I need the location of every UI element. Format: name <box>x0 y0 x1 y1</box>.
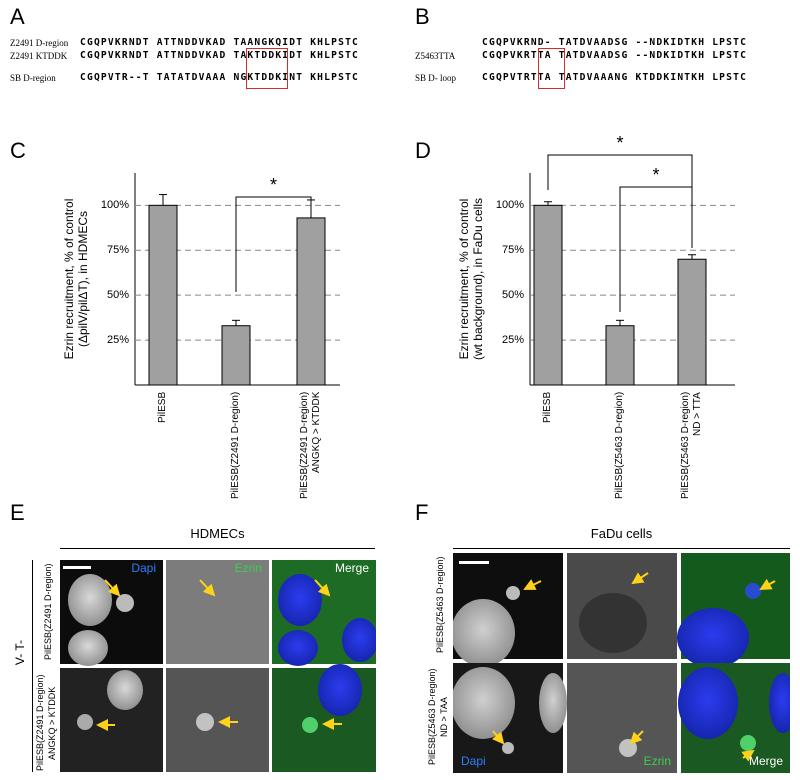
row-label: Z2491 D-region <box>10 38 69 48</box>
sequence: CGQPVTRTTA TATDVAAANG KTDDKINTKH LPSTC <box>482 72 748 83</box>
channel-label: Merge <box>335 561 369 575</box>
bar <box>677 258 707 386</box>
y-tick-label: 25% <box>502 334 524 346</box>
sequence: CGQPVTR--T TATATDVAAA NGKTDDKINT KHLPSTC <box>80 72 360 83</box>
channel-label: Dapi <box>131 561 156 575</box>
row-label: PilESB(Z2491 D-region) ANGKQ > KTDDK <box>35 674 57 772</box>
highlight-box <box>246 48 288 89</box>
y-tick-label: 75% <box>107 244 129 256</box>
x-tick-label: PilESB(Z5463 D-region) ND > TTA <box>680 392 703 500</box>
row-label: SB D- loop <box>415 73 457 83</box>
y-tick-label: 25% <box>107 334 129 346</box>
bracket-rule <box>32 560 33 772</box>
bar <box>148 204 178 386</box>
channel-label: Ezrin <box>235 561 262 575</box>
y-tick-label: 50% <box>502 289 524 301</box>
panel-letter: D <box>415 138 431 163</box>
panel-letter: F <box>415 500 429 525</box>
side-label: V- T- <box>13 640 27 666</box>
significance-bracket <box>619 186 693 312</box>
y-tick-label: 100% <box>496 199 524 211</box>
title-rule <box>453 548 790 549</box>
micrographs: Dapi Ezrin Merge <box>453 553 790 773</box>
y-axis-label: (ΔpilV/pilΔT), in HDMECs <box>76 211 90 347</box>
y-tick-label: 50% <box>107 289 129 301</box>
bar <box>533 204 563 386</box>
significance-label: * <box>652 165 659 185</box>
y-axis-label: (wt background), in FaDu cells <box>471 198 485 360</box>
bar <box>296 217 326 386</box>
row-label: PilESB(Z5463 D-region) ND > TAA <box>427 668 449 766</box>
title-rule <box>60 548 375 549</box>
sequence: CGQPVKRTTA TATDVAADSG --NDKIDTKH LPSTC <box>482 50 748 61</box>
channel-label: Merge <box>749 754 783 768</box>
row-label: Z5463TTA <box>415 51 456 61</box>
y-axis-label: Ezrin recruitment, % of control <box>457 199 471 360</box>
channel-label: Dapi <box>461 754 486 768</box>
panel-title: FaDu cells <box>590 526 653 541</box>
x-tick-label: PilESB(Z2491 D-region) <box>230 392 241 500</box>
significance-label: * <box>616 133 623 153</box>
sequence: CGQPVKRND- TATDVAADSG --NDKIDTKH LPSTC <box>482 37 748 48</box>
panel-letter: A <box>10 4 25 29</box>
significance-label: * <box>270 175 277 195</box>
row-label: PilESB(Z5463 D-region) <box>435 556 445 654</box>
panel-letter: B <box>415 4 430 29</box>
x-tick-label: PilESB(Z5463 D-region) <box>614 392 625 500</box>
y-axis-label: Ezrin recruitment, % of control <box>62 199 76 360</box>
row-label: Z2491 KTDDK <box>10 51 68 61</box>
sequence: CGQPVKRNDT ATTNDDVKAD TAKTDDKIDT KHLPSTC <box>80 50 360 61</box>
x-tick-label: PilESB(Z2491 D-region) ANGKQ > KTDDK <box>299 392 322 500</box>
panel-letter: C <box>10 138 26 163</box>
bar <box>605 325 635 386</box>
y-tick-label: 100% <box>101 199 129 211</box>
x-tick-label: PilESB <box>542 392 553 424</box>
panel-title: HDMECs <box>190 526 245 541</box>
x-tick-label: PilESB <box>157 392 168 424</box>
charts: 25% 50% 75% 100% Ezrin recruitment, % of con… <box>62 133 735 386</box>
significance-bracket <box>235 196 312 292</box>
sequence: CGQPVKRNDT ATTNDDVKAD TAANGKQIDT KHLPSTC <box>80 37 360 48</box>
panel-letter: E <box>10 500 25 525</box>
highlight-box <box>538 48 565 89</box>
row-label: PilESB(Z2491 D-region) <box>43 563 53 661</box>
channel-label: Ezrin <box>644 754 671 768</box>
y-tick-label: 75% <box>502 244 524 256</box>
micrographs: Dapi Ezrin Merge <box>60 560 376 772</box>
bar <box>221 325 251 386</box>
row-label: SB D-region <box>10 73 56 83</box>
